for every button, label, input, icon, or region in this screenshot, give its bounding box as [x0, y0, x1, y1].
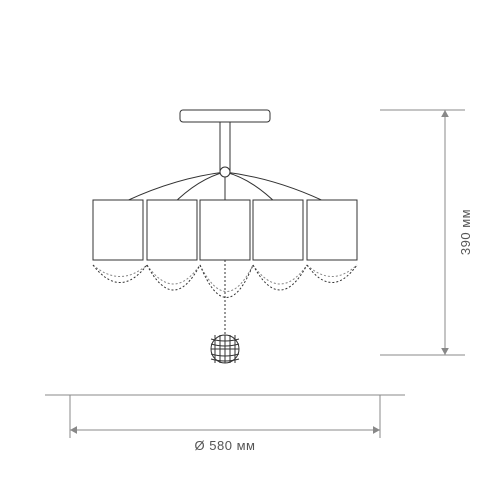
- dimension-diagram: { "diagram": { "type": "technical-dimens…: [0, 0, 500, 500]
- width-label: Ø 580 мм: [195, 438, 256, 453]
- height-label: 390 мм: [458, 209, 473, 255]
- diagram-svg: Ø 580 мм 390 мм: [0, 0, 500, 500]
- chandelier-drawing: [93, 110, 357, 363]
